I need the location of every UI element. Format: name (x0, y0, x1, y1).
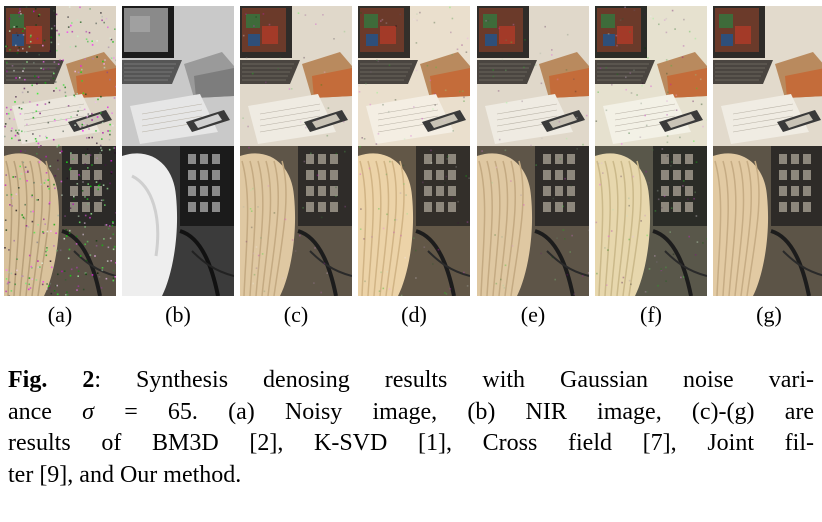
scene-image (122, 6, 234, 296)
scene-image (595, 6, 707, 296)
subfigure-label: (b) (165, 302, 191, 327)
scene-image (4, 6, 116, 296)
caption-text-2b: (a) Noisy image, (b) NIR image, (c)-(g) … (197, 398, 814, 425)
scene-image (358, 6, 470, 296)
caption-text-2a: ance (8, 398, 83, 425)
subfigure-label: (c) (283, 302, 309, 327)
scene-image (240, 6, 352, 296)
figure-label: Fig. 2 (8, 367, 95, 393)
image-panel (477, 6, 589, 296)
scene-image (477, 6, 589, 296)
scene-image (713, 6, 822, 296)
image-panel (4, 6, 116, 296)
image-panel (595, 6, 707, 296)
image-panel (240, 6, 352, 296)
sigma-symbol: σ (82, 398, 94, 425)
figure-caption: Fig. 2: Synthesis denosing results with … (8, 365, 814, 491)
caption-line-3: results of BM3D [2], K-SVD [1], Cross fi… (8, 430, 814, 456)
image-panel (713, 6, 822, 296)
subfigure-label: (f) (640, 302, 662, 327)
subfigure-label: (d) (401, 302, 427, 327)
caption-line-1: Fig. 2: Synthesis denosing results with … (8, 365, 814, 397)
image-panel (358, 6, 470, 296)
caption-equation: = 65. (94, 398, 198, 425)
caption-text-1: : Synthesis denosing results with Gaussi… (94, 367, 815, 393)
subfigure-label: (e) (520, 302, 546, 327)
subfigure-label: (a) (47, 302, 73, 327)
caption-line-2: ance σ = 65. (a) Noisy image, (b) NIR im… (8, 397, 814, 429)
subfigure-label: (g) (756, 302, 782, 327)
image-panel (122, 6, 234, 296)
caption-line-4: ter [9], and Our method. (8, 461, 242, 488)
